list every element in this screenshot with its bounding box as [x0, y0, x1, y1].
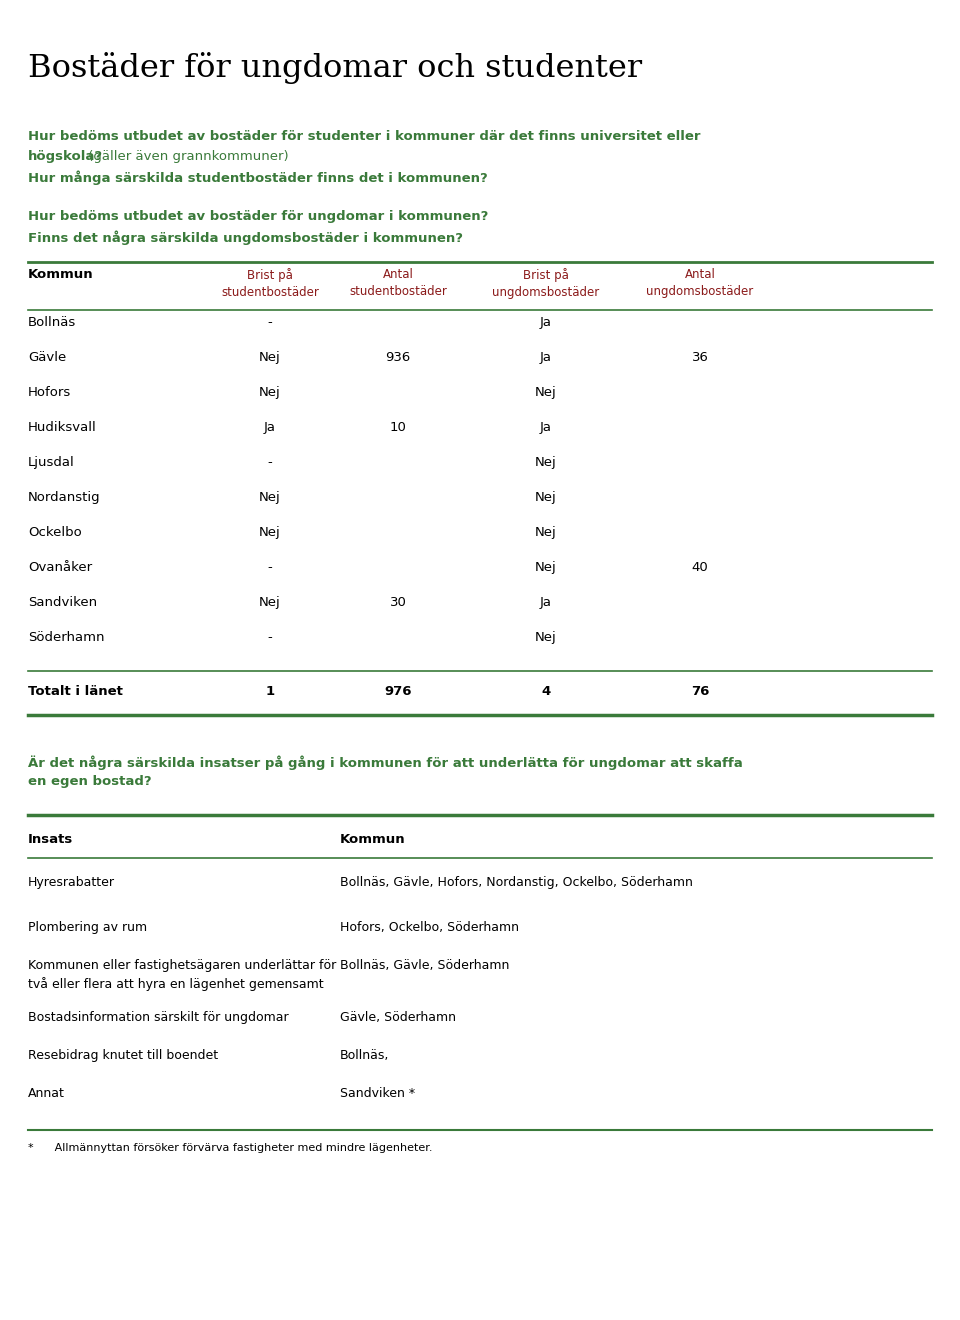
Text: Hudiksvall: Hudiksvall	[28, 421, 97, 434]
Text: Antal
studentbostäder: Antal studentbostäder	[349, 268, 447, 298]
Text: Bollnäs, Gävle, Söderhamn: Bollnäs, Gävle, Söderhamn	[340, 960, 510, 972]
Text: 976: 976	[384, 685, 412, 698]
Text: 936: 936	[385, 351, 411, 364]
Text: 40: 40	[691, 561, 708, 574]
Text: Hyresrabatter: Hyresrabatter	[28, 876, 115, 888]
Text: Ja: Ja	[540, 351, 552, 364]
Text: Är det några särskilda insatser på gång i kommunen för att underlätta för ungdom: Är det några särskilda insatser på gång …	[28, 755, 743, 770]
Text: *      Allmännyttan försöker förvärva fastigheter med mindre lägenheter.: * Allmännyttan försöker förvärva fastigh…	[28, 1143, 433, 1152]
Text: Söderhamn: Söderhamn	[28, 631, 105, 644]
Text: Ljusdal: Ljusdal	[28, 455, 75, 469]
Text: -: -	[268, 631, 273, 644]
Text: Bollnäs,: Bollnäs,	[340, 1049, 390, 1063]
Text: 36: 36	[691, 351, 708, 364]
Text: Nej: Nej	[259, 385, 281, 399]
Text: Bostäder för ungdomar och studenter: Bostäder för ungdomar och studenter	[28, 51, 642, 84]
Text: Ja: Ja	[264, 421, 276, 434]
Text: Kommun: Kommun	[340, 833, 406, 846]
Text: Sandviken: Sandviken	[28, 597, 97, 609]
Text: -: -	[268, 455, 273, 469]
Text: Nej: Nej	[259, 491, 281, 504]
Text: högskola?: högskola?	[28, 150, 103, 162]
Text: Antal
ungdomsbostäder: Antal ungdomsbostäder	[646, 268, 754, 298]
Text: Hur många särskilda studentbostäder finns det i kommunen?: Hur många särskilda studentbostäder finn…	[28, 170, 488, 185]
Text: 4: 4	[541, 685, 551, 698]
Text: 76: 76	[691, 685, 709, 698]
Text: Bollnäs: Bollnäs	[28, 315, 76, 329]
Text: Nej: Nej	[259, 597, 281, 609]
Text: Plombering av rum: Plombering av rum	[28, 921, 147, 935]
Text: Gävle, Söderhamn: Gävle, Söderhamn	[340, 1011, 456, 1024]
Text: Nordanstig: Nordanstig	[28, 491, 101, 504]
Text: Totalt i länet: Totalt i länet	[28, 685, 123, 698]
Text: Nej: Nej	[259, 525, 281, 539]
Text: Nej: Nej	[535, 525, 557, 539]
Text: Bollnäs, Gävle, Hofors, Nordanstig, Ockelbo, Söderhamn: Bollnäs, Gävle, Hofors, Nordanstig, Ocke…	[340, 876, 693, 888]
Text: Brist på
studentbostäder: Brist på studentbostäder	[221, 268, 319, 298]
Text: Hofors, Ockelbo, Söderhamn: Hofors, Ockelbo, Söderhamn	[340, 921, 519, 935]
Text: Annat: Annat	[28, 1086, 65, 1100]
Text: Nej: Nej	[259, 351, 281, 364]
Text: Bostadsinformation särskilt för ungdomar: Bostadsinformation särskilt för ungdomar	[28, 1011, 289, 1024]
Text: Nej: Nej	[535, 561, 557, 574]
Text: en egen bostad?: en egen bostad?	[28, 775, 152, 788]
Text: -: -	[268, 561, 273, 574]
Text: Nej: Nej	[535, 385, 557, 399]
Text: Hofors: Hofors	[28, 385, 71, 399]
Text: -: -	[268, 315, 273, 329]
Text: Hur bedöms utbudet av bostäder för ungdomar i kommunen?: Hur bedöms utbudet av bostäder för ungdo…	[28, 210, 489, 223]
Text: 1: 1	[265, 685, 275, 698]
Text: Nej: Nej	[535, 455, 557, 469]
Text: 10: 10	[390, 421, 406, 434]
Text: Sandviken *: Sandviken *	[340, 1086, 415, 1100]
Text: Ovanåker: Ovanåker	[28, 561, 92, 574]
Text: Insats: Insats	[28, 833, 73, 846]
Text: Ja: Ja	[540, 315, 552, 329]
Text: Brist på
ungdomsbostäder: Brist på ungdomsbostäder	[492, 268, 600, 298]
Text: (gäller även grannkommuner): (gäller även grannkommuner)	[84, 150, 288, 162]
Text: Gävle: Gävle	[28, 351, 66, 364]
Text: Ockelbo: Ockelbo	[28, 525, 82, 539]
Text: Nej: Nej	[535, 491, 557, 504]
Text: Ja: Ja	[540, 597, 552, 609]
Text: 30: 30	[390, 597, 406, 609]
Text: Nej: Nej	[535, 631, 557, 644]
Text: Finns det några särskilda ungdomsbostäder i kommunen?: Finns det några särskilda ungdomsbostäde…	[28, 230, 463, 244]
Text: Ja: Ja	[540, 421, 552, 434]
Text: Kommun: Kommun	[28, 268, 94, 281]
Text: Hur bedöms utbudet av bostäder för studenter i kommuner där det finns universite: Hur bedöms utbudet av bostäder för stude…	[28, 129, 701, 143]
Text: Kommunen eller fastighetsägaren underlättar för
två eller flera att hyra en läge: Kommunen eller fastighetsägaren underlät…	[28, 960, 336, 991]
Text: Resebidrag knutet till boendet: Resebidrag knutet till boendet	[28, 1049, 218, 1063]
